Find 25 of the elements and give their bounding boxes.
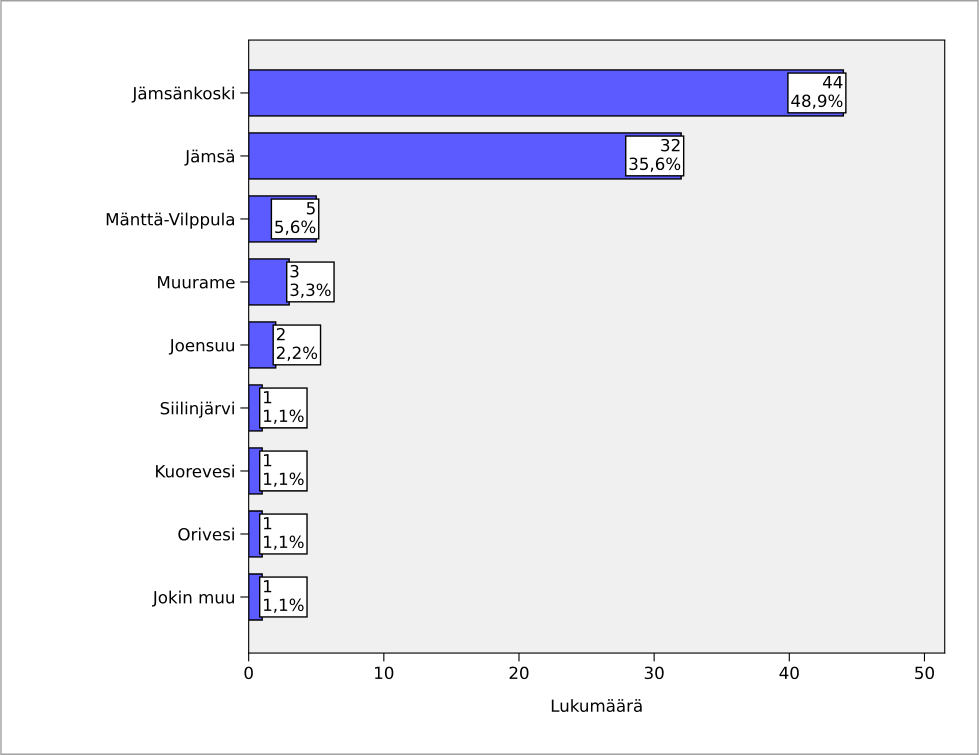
data-label: 1 1,1% (264, 517, 304, 550)
data-label: 5 5,6% (275, 202, 316, 235)
y-tick-label: Mänttä-Vilppula (106, 212, 234, 229)
data-label: 2 2,2% (276, 328, 318, 361)
x-tick-label: 10 (375, 666, 394, 680)
data-label: 44 48,9% (791, 76, 842, 109)
y-tick-label: Jämsänkoski (132, 86, 234, 103)
y-tick-label: Orivesi (178, 528, 234, 541)
y-tick-label: Siilinjärvi (160, 402, 234, 418)
y-tick-label: Jämsä (184, 150, 234, 166)
x-tick-label: 40 (780, 666, 799, 680)
x-tick-label: 50 (915, 666, 934, 680)
data-label: 1 1,1% (264, 391, 304, 424)
y-tick-label: Jokin muu (152, 590, 234, 607)
data-label: 32 35,6% (630, 138, 680, 172)
y-tick-label: Kuorevesi (156, 464, 234, 478)
y-tick-label: Joensuu (168, 339, 234, 355)
data-label: 3 3,3% (290, 264, 331, 298)
data-label: 1 1,1% (264, 580, 304, 613)
x-tick-label: 0 (244, 666, 253, 680)
x-tick-label: 20 (510, 666, 528, 680)
x-axis-title: Lukumäärä (552, 699, 642, 712)
y-tick-label: Muurame (158, 276, 235, 289)
data-label: 1 1,1% (264, 454, 304, 487)
x-tick-label: 30 (644, 666, 664, 680)
